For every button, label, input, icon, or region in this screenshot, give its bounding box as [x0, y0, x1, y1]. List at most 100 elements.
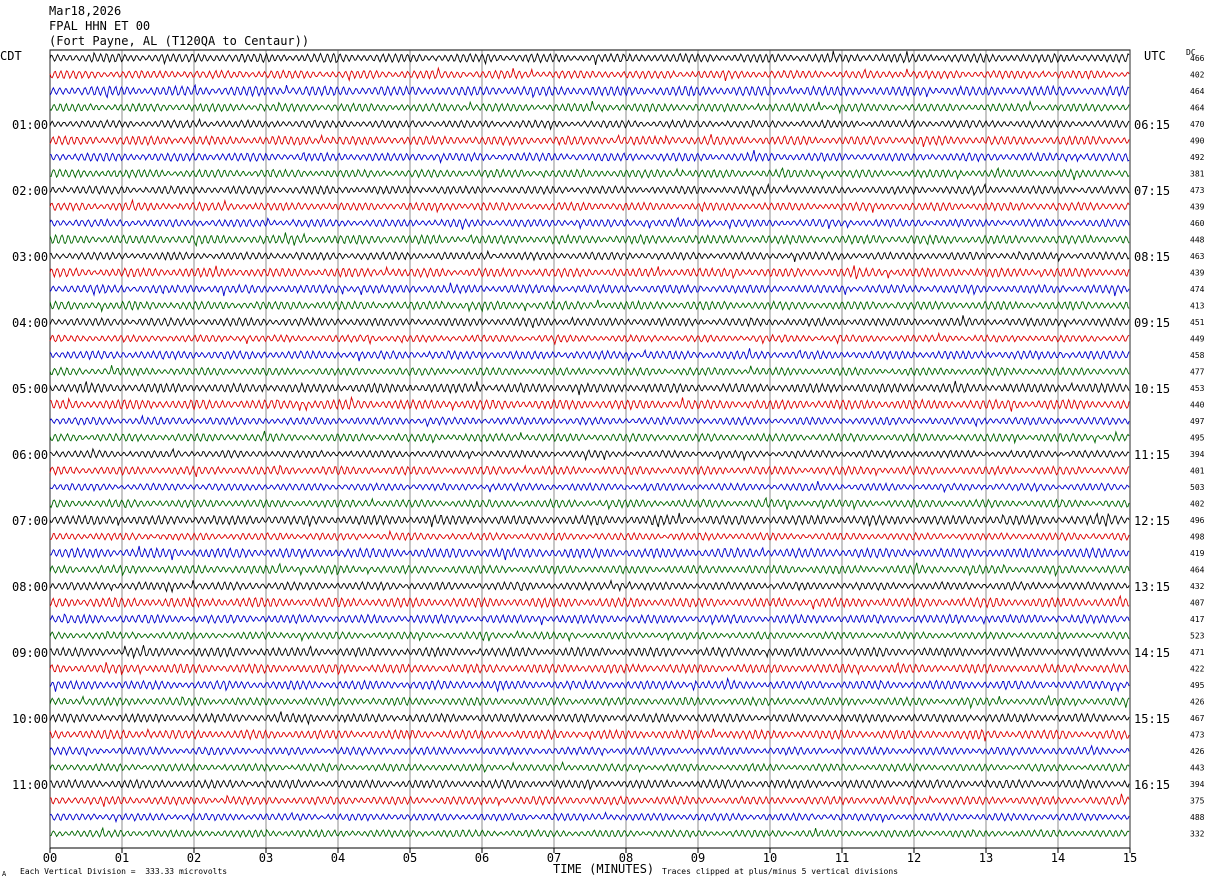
dc-offset-value: 419	[1190, 549, 1205, 558]
seismic-trace	[49, 629, 1130, 643]
dc-offset-value: 413	[1190, 302, 1205, 311]
seismic-trace	[49, 265, 1130, 280]
left-hour-label: 11:00	[12, 778, 48, 792]
x-tick-label: 12	[907, 851, 921, 865]
seismic-trace	[49, 83, 1130, 99]
dc-offset-value: 439	[1190, 203, 1205, 212]
dc-offset-value: 495	[1190, 681, 1205, 690]
x-tick-label: 10	[763, 851, 777, 865]
dc-offset-value: 523	[1190, 632, 1205, 641]
chart-header: Mar18,2026 FPAL HHN ET 00 (Fort Payne, A…	[49, 4, 309, 49]
dc-offset-value: 402	[1190, 71, 1205, 80]
dc-offset-value: 402	[1190, 500, 1205, 509]
dc-offset-value: 381	[1190, 170, 1205, 179]
dc-offset-value: 460	[1190, 219, 1205, 228]
seismic-trace	[49, 99, 1130, 115]
seismic-trace	[49, 645, 1130, 660]
dc-offset-value: 448	[1190, 236, 1205, 245]
left-hour-label: 01:00	[12, 118, 48, 132]
seismic-trace	[49, 464, 1130, 478]
left-hour-label: 10:00	[12, 712, 48, 726]
seismic-trace	[49, 315, 1130, 329]
left-hour-label: 02:00	[12, 184, 48, 198]
right-hour-label: 15:15	[1134, 712, 1170, 726]
dc-offset-value: 464	[1190, 566, 1205, 575]
seismic-trace	[49, 711, 1130, 726]
dc-offset-value: 473	[1190, 186, 1205, 195]
left-hour-label: 03:00	[12, 250, 48, 264]
dc-offset-value: 443	[1190, 764, 1205, 773]
dc-offset-value: 463	[1190, 252, 1205, 261]
dc-offset-value: 503	[1190, 483, 1205, 492]
seismic-trace	[49, 117, 1130, 131]
seismic-trace	[49, 348, 1130, 363]
x-tick-label: 08	[619, 851, 633, 865]
left-hour-label: 07:00	[12, 514, 48, 528]
right-hour-label: 12:15	[1134, 514, 1170, 528]
left-timezone-label: CDT	[0, 49, 22, 63]
dc-offset-value: 488	[1190, 813, 1205, 822]
dc-offset-value: 417	[1190, 615, 1205, 624]
x-tick-label: 14	[1051, 851, 1065, 865]
seismic-trace	[49, 529, 1130, 542]
seismic-trace	[49, 66, 1130, 82]
left-hour-label: 06:00	[12, 448, 48, 462]
right-hour-label: 10:15	[1134, 382, 1170, 396]
x-tick-label: 00	[43, 851, 57, 865]
dc-offset-value: 464	[1190, 104, 1205, 113]
seismic-trace	[49, 50, 1130, 66]
dc-offset-value: 496	[1190, 516, 1205, 525]
dc-offset-value: 466	[1190, 54, 1205, 63]
dc-offset-value: 451	[1190, 318, 1205, 327]
seismic-trace	[49, 744, 1130, 757]
left-hour-label: 09:00	[12, 646, 48, 660]
dc-offset-value: 401	[1190, 467, 1205, 476]
seismic-trace	[50, 545, 1130, 561]
dc-offset-value: 407	[1190, 599, 1205, 608]
plot-frame	[49, 49, 1131, 849]
dc-offset-value: 467	[1190, 714, 1205, 723]
x-tick-label: 09	[691, 851, 705, 865]
header-location: (Fort Payne, AL (T120QA to Centaur))	[49, 34, 310, 48]
dc-offset-value: 458	[1190, 351, 1205, 360]
dc-offset-value: 477	[1190, 368, 1205, 377]
left-hour-label: 04:00	[12, 316, 48, 330]
dc-offset-value: 432	[1190, 582, 1205, 591]
right-hour-label: 16:15	[1134, 778, 1170, 792]
scale-note: Each Vertical Division = 333.33 microvol…	[20, 867, 228, 876]
dc-offset-value: 473	[1190, 731, 1205, 740]
seismic-trace	[49, 282, 1130, 297]
right-hour-label: 14:15	[1134, 646, 1170, 660]
seismic-trace	[49, 578, 1130, 594]
seismic-trace	[49, 430, 1130, 445]
x-tick-label: 06	[475, 851, 489, 865]
x-tick-label: 01	[115, 851, 129, 865]
x-tick-label: 02	[187, 851, 201, 865]
dc-offset-value: 492	[1190, 153, 1205, 162]
right-hour-label: 08:15	[1134, 250, 1170, 264]
seismic-trace	[49, 760, 1130, 774]
seismic-trace	[49, 447, 1130, 462]
x-tick-label: 13	[979, 851, 993, 865]
dc-offset-value: 453	[1190, 384, 1205, 393]
seismic-trace	[49, 249, 1130, 263]
x-tick-label: 07	[547, 851, 561, 865]
dc-offset-value: 471	[1190, 648, 1205, 657]
x-axis-label: TIME (MINUTES)	[553, 862, 655, 876]
x-tick-label: 15	[1123, 851, 1137, 865]
dc-offset-value: 495	[1190, 434, 1205, 443]
dc-offset-value: 497	[1190, 417, 1205, 426]
dc-offset-value: 464	[1190, 87, 1205, 96]
x-tick-label: 03	[259, 851, 273, 865]
dc-offset-value: 440	[1190, 401, 1205, 410]
left-hour-label: 08:00	[12, 580, 48, 594]
seismic-trace	[49, 198, 1130, 214]
dc-offset-value: 394	[1190, 450, 1205, 459]
clip-note: Traces clipped at plus/minus 5 vertical …	[662, 867, 899, 876]
dc-offset-value: 332	[1190, 830, 1205, 839]
seismic-trace	[49, 512, 1130, 528]
seismic-trace	[49, 496, 1130, 511]
x-tick-label: 04	[331, 851, 345, 865]
seismic-trace	[49, 480, 1130, 494]
seismic-trace	[49, 395, 1130, 412]
